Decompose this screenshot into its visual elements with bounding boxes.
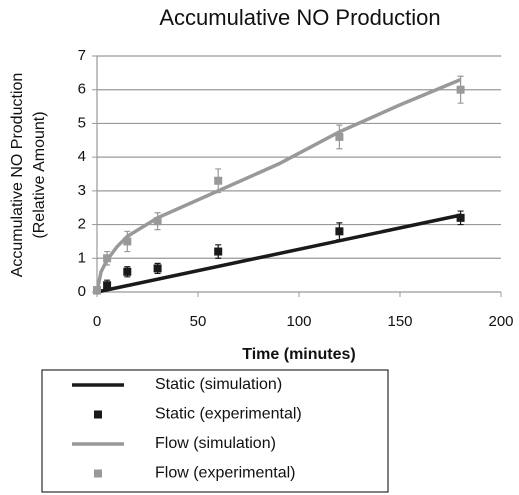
- y-tick-label: 4: [78, 148, 86, 165]
- y-axis-label: (Relative Amount): [31, 111, 48, 238]
- legend-label: Flow (simulation): [155, 435, 276, 452]
- y-tick-label: 1: [78, 249, 86, 266]
- data-line: [95, 77, 462, 293]
- chart-title: Accumulative NO Production: [159, 5, 440, 30]
- x-tick-label: 200: [488, 313, 513, 330]
- data-point: [456, 213, 465, 222]
- x-tick-label: 100: [286, 313, 311, 330]
- data-line: [96, 213, 461, 294]
- data-point: [214, 247, 223, 256]
- legend-label: Static (experimental): [155, 406, 302, 423]
- y-axis-label: Accumulative NO Production: [9, 73, 26, 278]
- data-point: [153, 217, 162, 226]
- data-point: [93, 286, 101, 295]
- y-tick-label: 2: [78, 216, 86, 233]
- y-tick-label: 6: [78, 81, 86, 98]
- legend-label: Static (simulation): [155, 376, 282, 393]
- legend-swatch: [94, 469, 102, 478]
- y-tick-label: 0: [78, 283, 86, 300]
- x-axis-label: Time (minutes): [242, 346, 356, 363]
- data-point: [214, 176, 223, 185]
- legend-swatch: [94, 410, 102, 419]
- x-tick-label: 50: [190, 313, 207, 330]
- legend-label: Flow (experimental): [155, 465, 295, 482]
- data-point: [335, 132, 344, 141]
- y-tick-label: 3: [78, 182, 86, 199]
- data-point: [123, 267, 132, 276]
- data-point: [456, 85, 465, 94]
- data-point: [153, 264, 162, 273]
- data-point: [335, 227, 344, 236]
- y-tick-label: 5: [78, 114, 86, 131]
- data-point: [123, 237, 132, 246]
- x-tick-label: 0: [93, 313, 101, 330]
- data-point: [103, 281, 112, 290]
- y-tick-label: 7: [78, 47, 86, 64]
- x-tick-label: 150: [387, 313, 412, 330]
- data-point: [103, 254, 112, 263]
- legend-box: [41, 369, 389, 493]
